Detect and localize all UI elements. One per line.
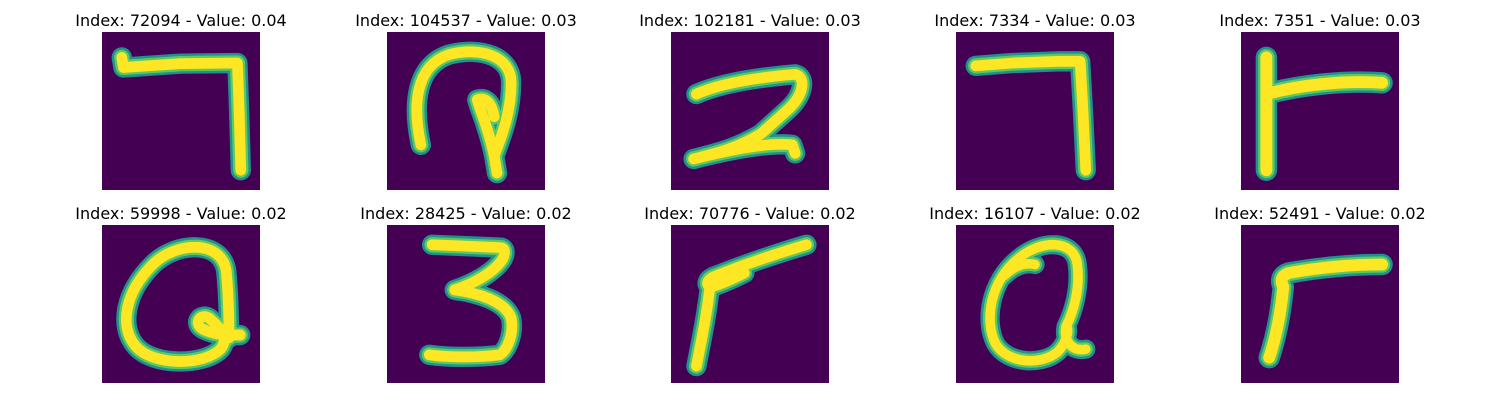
panel: Index: 16107 - Value: 0.02 [920, 203, 1150, 383]
panel: Index: 102181 - Value: 0.03 [635, 10, 865, 190]
digit-image [956, 32, 1114, 190]
digit-image [387, 225, 545, 383]
digit-stroke [965, 51, 1096, 181]
digit-image [102, 32, 260, 190]
panel-title: Index: 102181 - Value: 0.03 [639, 11, 861, 30]
digit-image [671, 32, 829, 190]
digit-stroke [1255, 46, 1393, 181]
panel-title: Index: 28425 - Value: 0.02 [360, 204, 572, 223]
panel: Index: 59998 - Value: 0.02 [66, 203, 296, 383]
digit-stroke [111, 47, 251, 181]
panel-title: Index: 70776 - Value: 0.02 [644, 204, 856, 223]
panel-title: Index: 7334 - Value: 0.03 [934, 11, 1136, 30]
digit-image [1241, 32, 1399, 190]
panel: Index: 7334 - Value: 0.03 [920, 10, 1150, 190]
panel-title: Index: 59998 - Value: 0.02 [75, 204, 287, 223]
panel: Index: 72094 - Value: 0.04 [66, 10, 296, 190]
digit-stroke [1258, 253, 1393, 369]
digit-stroke [686, 234, 817, 377]
panel: Index: 28425 - Value: 0.02 [351, 203, 581, 383]
panel: Index: 70776 - Value: 0.02 [635, 203, 865, 383]
panel: Index: 104537 - Value: 0.03 [351, 10, 581, 190]
digit-image [102, 225, 260, 383]
digit-image [387, 32, 545, 190]
digit-stroke [419, 234, 522, 368]
panel-title: Index: 104537 - Value: 0.03 [355, 11, 577, 30]
panel: Index: 52491 - Value: 0.02 [1205, 203, 1435, 383]
digit-stroke [683, 64, 813, 170]
panel-title: Index: 72094 - Value: 0.04 [75, 11, 287, 30]
digit-image [956, 225, 1114, 383]
digit-stroke [980, 235, 1096, 371]
digit-image [1241, 225, 1399, 383]
digit-image [671, 225, 829, 383]
panel: Index: 7351 - Value: 0.03 [1205, 10, 1435, 190]
panel-title: Index: 7351 - Value: 0.03 [1219, 11, 1421, 30]
digit-stroke [406, 41, 522, 184]
panel-title: Index: 16107 - Value: 0.02 [929, 204, 1141, 223]
panel-title: Index: 52491 - Value: 0.02 [1214, 204, 1426, 223]
digit-stroke [116, 237, 251, 372]
